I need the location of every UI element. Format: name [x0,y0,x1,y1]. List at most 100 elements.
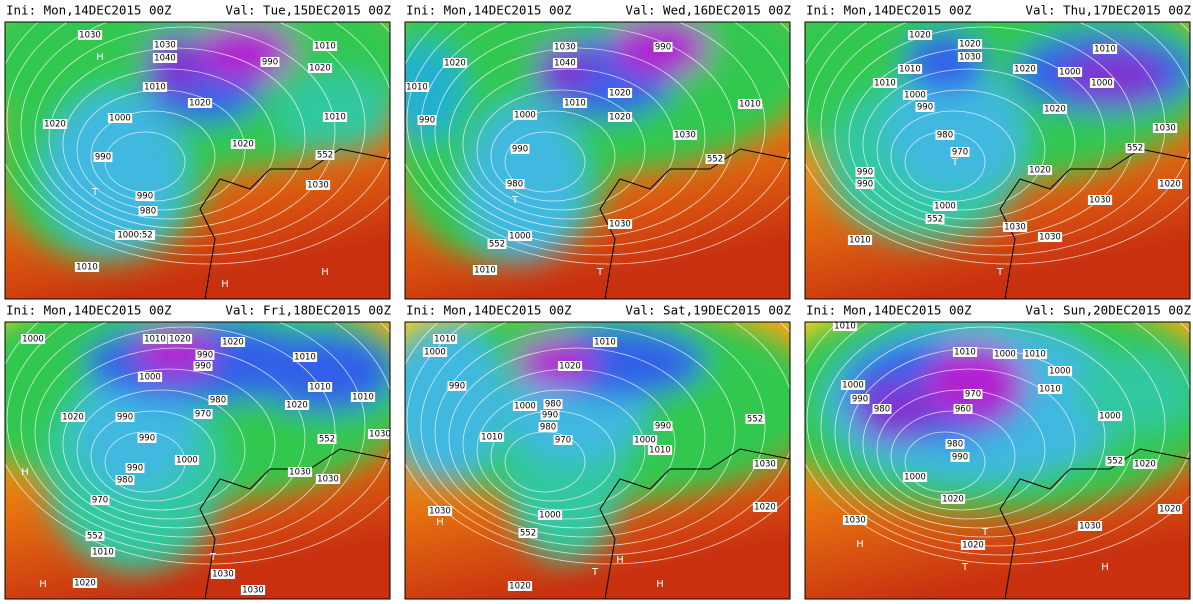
isobar-label: 1010 [352,393,374,403]
isobar-label-box [538,422,558,432]
isobar-label-box [607,112,633,122]
map-panel: 1000 1010 10209909901020101010001010101010… [5,322,390,599]
isobar-label-box [317,434,337,444]
isobar-label-box [512,401,538,411]
isobar [76,389,246,511]
isobar-label-box [902,90,928,100]
pressure-center: H [436,517,444,528]
isobar-label: 990 [857,180,873,190]
pressure-center: H [39,579,47,590]
field-blob [465,102,585,262]
field-blob [925,342,1025,422]
pressure-center: H [21,467,29,478]
isobar-label-box [507,581,533,591]
isobar-label-box [915,102,935,112]
isobar-label: 990 [852,395,868,405]
isobar-label-box [137,372,163,382]
isobar-label-box [840,380,866,390]
isobar-label-box [60,412,86,422]
isobar-label: 980 [507,180,523,190]
init-time: Ini: Mon,14DEC2015 00Z [806,303,972,318]
isobar [90,410,216,502]
isobar-label: 980 [140,207,156,217]
isobar [5,22,390,265]
isobar-label: 1020 [1159,505,1181,515]
isobar-label-box [952,347,978,357]
isobar-label: 1010 [434,335,456,345]
isobar [406,22,790,256]
isobar-label: 990 [262,58,278,68]
isobar-label: 1020 [232,140,254,150]
map-panel: 1020 1020 1030 1010 1000 1000 1020 1010 1000 990 1… [805,22,1190,299]
isobar-label-box [925,214,945,224]
isobar-label: 1000 [934,202,956,212]
map-frame [804,21,1191,300]
isobar [490,110,616,202]
map-frame [404,21,791,300]
field-blob [1065,52,1165,102]
pressure-center: T [511,195,519,206]
isobar-label: 1020 [1134,460,1156,470]
pressure-center: H [96,52,104,63]
isobar-label-box [442,58,468,68]
isobar-label-box [208,395,228,405]
isobar-label-box [945,439,965,449]
isobar-label: 1000 [1059,68,1081,78]
isobar-label-box [647,445,673,455]
isobar-label: 1030 [1039,233,1061,243]
isobar-label-box [427,506,453,516]
isobar-label: 1000 [139,373,161,383]
isobar-label: 1030 [1004,223,1026,233]
isobar-label-box [405,82,430,92]
isobar-label-box [1037,232,1063,242]
isobar-label: 1020 [1044,105,1066,115]
isobar-label-box [1077,521,1103,531]
pressure-center: T [91,187,99,198]
isobar-label-box [195,350,215,360]
isobar-label-box [167,334,193,344]
isobar-label-box [85,531,105,541]
isobar [62,368,276,520]
isobar-label: 990 [655,43,671,53]
isobar-label: 1020 [62,413,84,423]
isobar-label-box [152,53,178,63]
isobar [434,26,736,238]
isobar-label: 990 [449,382,465,392]
isobar-label-box [315,474,341,484]
isobar-label-box [287,467,313,477]
isobar-label: 1010 [406,83,428,93]
isobar-label-box [220,337,246,347]
isobar-label-box [872,404,892,414]
isobar-label: 1030 [242,586,264,596]
isobar-label: 1000 [634,436,656,446]
isobar-label-box [1125,143,1145,153]
isobar-label: 1000 [514,402,536,412]
isobar-label-box [1157,179,1183,189]
isobar-label: 990 [857,168,873,178]
isobar-label-box [284,400,310,410]
isobar-label-box [1027,165,1053,175]
isobar-label: 1020 [169,335,191,345]
isobar-label-box [1092,44,1118,54]
isobar-label-box [74,262,100,272]
isobar-label: 990 [655,422,671,432]
isobar-label: 1030 [1089,196,1111,206]
field-blob [855,382,935,442]
isobar-label: 980 [540,423,556,433]
isobar-label: 960 [955,405,971,415]
isobar-label: 1020 [1014,65,1036,75]
isobar-label-box [115,475,135,485]
init-time: Ini: Mon,14DEC2015 00Z [406,303,572,318]
isobar-label-box [607,219,633,229]
coastline [199,448,390,599]
isobar-label: 1010 [294,353,316,363]
isobar-label: 1010 [1024,350,1046,360]
isobar-label: 980 [545,400,561,410]
field-blobs [805,322,1190,512]
pressure-center: T [596,267,604,278]
isobar [806,322,1190,556]
valid-time: Val: Thu,17DEC2015 00Z [1025,3,1191,18]
init-time: Ini: Mon,14DEC2015 00Z [6,303,172,318]
isobar-label-box [552,58,578,68]
isobar-label-box [1089,78,1115,88]
